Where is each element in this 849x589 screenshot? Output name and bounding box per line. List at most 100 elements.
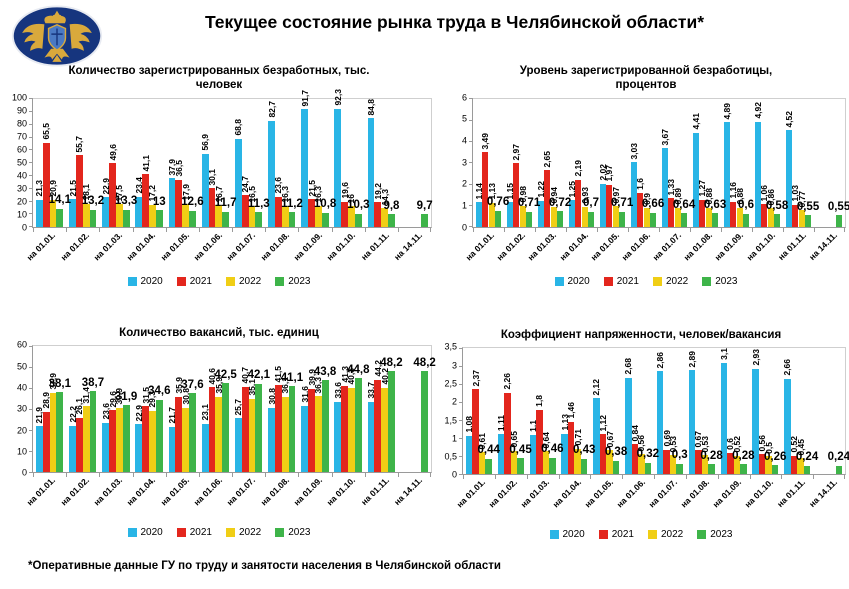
bar-label-2021: 65,5 [40,123,51,140]
bar-label-2021: 55,7 [74,135,85,153]
bar-2022 [606,450,613,475]
chart-title: Уровень зарегистрированной безработицы, … [519,65,773,92]
bar-2023 [525,211,533,227]
bar-2020 [784,378,791,475]
y-tick-label: 70 [16,131,27,142]
bar-2022 [488,202,495,227]
bar-label-2020: 2,12 [591,378,602,396]
legend-swatch-2023 [275,528,285,538]
y-axis: 0 10 20 30 40 50 60 [6,340,32,477]
bar-2020 [630,162,638,227]
bar-2022 [115,407,123,473]
page-title: Текущее состояние рынка труда в Челябинс… [204,12,705,32]
bar-2020 [168,178,176,227]
bar-label-2023: 38,1 [48,377,71,390]
bar-2021 [695,450,702,475]
y-tick-label: 90 [16,105,27,116]
x-tick-mark [690,226,691,232]
bar-label-2023: 0,55 [796,200,820,213]
bar-label-2023: 13,3 [114,195,138,208]
bar-label-2021: 2,19 [573,160,584,178]
bar-2022 [510,450,518,475]
bar-label-2023: 0,24 [827,451,849,464]
x-tick-mark [232,472,233,478]
bar-label-2023: 42,1 [247,369,270,382]
y-tick-label: 50 [16,157,27,168]
bar-2020 [367,401,375,473]
bar-2020 [661,148,669,227]
bar-label-2023: 0,58 [765,199,789,212]
bar-2021 [208,188,216,227]
bar-label-2023: 0,24 [795,451,819,464]
legend-label: 2023 [715,275,738,287]
bar-label-2020: 91,7 [299,89,310,107]
bar-2023 [421,214,428,227]
bar-label-2023: 0,63 [703,198,727,211]
y-tick-mark [459,419,463,421]
bar-2020 [301,109,309,227]
bar-2021 [699,199,706,227]
bar-2023 [740,464,747,475]
x-tick-mark [814,226,815,232]
legend-swatch-2022 [226,276,235,286]
bar-2023 [321,380,329,473]
bar-2023 [804,215,812,227]
x-tick-mark [165,472,167,478]
x-axis: на 01.01. на 01.02. на 01.03. на 01.04. на 0… [25,473,432,525]
legend-swatch-2023 [697,530,707,540]
x-tick-mark [298,472,300,478]
x-tick-mark [331,226,333,232]
bar-2021 [374,379,382,473]
y-tick-mark [29,111,33,113]
bar-2020 [69,425,76,473]
legend-item-2022: 2022 [648,529,683,540]
bar-2020 [723,122,731,227]
bar-label-2021: 36,5 [173,160,184,178]
legend-item-2022: 2022 [226,276,261,287]
y-tick-mark [29,98,33,100]
bar-2021 [575,180,582,227]
bar-2020 [135,196,143,227]
bar-2022 [767,208,774,227]
bar-2021 [274,385,282,473]
bar-2020 [234,418,242,473]
legend-swatch-2022 [653,276,662,286]
bar-2021 [472,389,479,475]
legend-swatch-2021 [603,276,613,286]
x-tick-mark [430,226,431,232]
bar-2021 [142,174,150,227]
legend-label: 2020 [140,527,163,539]
plot-area: 21,3 21,5 22,9 23,4 37,9 56,9 68,8 82,7 91,7 92,3… [29,89,433,232]
bar-label-2020: 2,89 [686,350,697,368]
bar-2023 [494,210,502,227]
bar-2020 [102,197,110,227]
x-tick-mark [397,472,399,478]
bar-2023 [222,211,229,227]
bar-2020 [201,153,209,227]
y-tick-mark [469,204,473,206]
bar-2023 [155,210,163,227]
bar-2022 [182,203,190,227]
y-tick-mark [459,365,463,367]
bar-label-2021: 1,6 [635,177,646,190]
x-tick-mark [844,474,845,480]
bar-2021 [727,452,734,475]
bar-2020 [102,422,110,473]
x-tick-mark [685,474,687,480]
bar-2020 [785,130,793,227]
x-tick-mark [752,226,753,232]
y-tick-label: 1 [451,433,457,444]
bar-label-2023: 0,38 [604,446,628,459]
x-tick-mark [198,226,200,232]
bar-2023 [321,212,329,227]
bar-2020 [334,108,342,227]
bar-2022 [478,452,486,475]
y-tick-label: 1,5 [444,415,457,426]
bar-label-2021: 2,65 [542,150,553,168]
x-axis: на 01.01. на 01.02. на 01.03. на 01.04. на 0… [464,228,846,274]
bar-label-2023: 0,44 [477,444,500,457]
bar-2021 [482,152,489,227]
bar-2020 [568,200,576,227]
bar-label-2020: 2,66 [782,359,793,376]
x-tick-mark [232,226,233,232]
